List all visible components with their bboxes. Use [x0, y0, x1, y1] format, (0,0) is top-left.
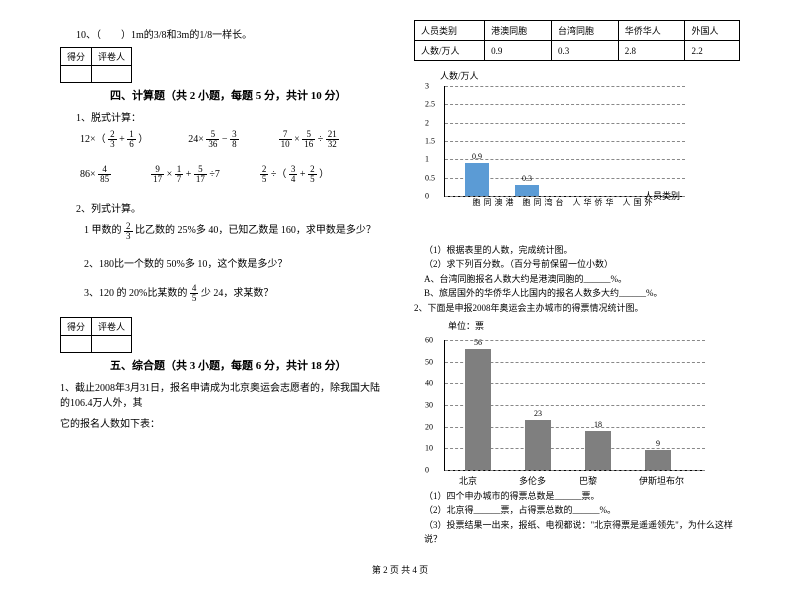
s4-q2-label: 2、列式计算。: [76, 200, 386, 215]
s5-q2: 2、下面是申报2008年奥运会主办城市的得票情况统计图。: [414, 301, 740, 315]
chart2-ytick: 30: [425, 400, 433, 409]
s4-q1-label: 1、脱式计算：: [76, 109, 386, 124]
expr-b: 24× 536 − 38: [188, 130, 238, 149]
chart2-xcat: 巴黎: [579, 474, 597, 487]
section-5-title: 五、综合题（共 3 小题，每题 6 分，共计 18 分）: [110, 357, 386, 373]
chart1-bar: 0.3: [515, 185, 539, 196]
left-column: 10、（ ）1m的3/8和3m的1/8一样长。 得分 评卷人 四、计算题（共 2…: [60, 20, 386, 547]
chart2-ytick: 0: [425, 465, 429, 474]
s5-q1d: （2）求下列百分数。（百分号前保留一位小数）: [424, 257, 740, 271]
expr-row-2: 86× 485 917 × 17 + 517 ÷7 25 ÷（ 34 + 25 …: [80, 165, 386, 184]
grader-label-5: 评卷人: [92, 317, 132, 335]
chart2-ytick: 40: [425, 379, 433, 388]
grader-label: 评卷人: [92, 48, 132, 66]
chart2-ytick: 10: [425, 444, 433, 453]
row-label: 人数/万人: [415, 41, 485, 61]
grader-cell: [92, 66, 132, 83]
chart1-ytick: 2: [425, 118, 429, 127]
chart-2: 010203040506056北京23多伦多18巴黎9伊斯坦布尔: [444, 340, 705, 471]
expr-d: 86× 485: [80, 165, 111, 184]
chart2-ytick: 20: [425, 422, 433, 431]
grader-cell-5: [92, 335, 132, 352]
expr-c: 710 × 516 ÷ 2132: [279, 130, 339, 149]
chart1-xlabel: 人员类别: [644, 189, 680, 202]
chart-1-wrap: 人数/万人 00.511.522.530.9港澳同胞0.3台湾同胞华侨华人外国人…: [444, 69, 740, 197]
v-tw: 0.3: [551, 41, 618, 61]
chart2-bar-value: 18: [585, 420, 611, 429]
chart1-xcat: 华侨华人: [571, 198, 615, 206]
score-cell: [61, 66, 92, 83]
applicant-table: 人员类别 港澳同胞 台湾同胞 华侨华人 外国人 人数/万人 0.9 0.3 2.…: [414, 20, 740, 61]
page-footer: 第 2 页 共 4 页: [60, 563, 740, 576]
expr-f: 25 ÷（ 34 + 25 ）: [260, 165, 329, 184]
chart2-bar: 56: [465, 349, 491, 470]
s5-q1f: B、旅居国外的华侨华人比国内的报名人数多大约______%。: [424, 286, 740, 300]
chart1-ylabel: 人数/万人: [440, 69, 740, 82]
chart2-xcat: 伊斯坦布尔: [639, 474, 684, 487]
expr-a: 12×（ 23 + 16 ）: [80, 130, 148, 149]
s5-q1a: 1、截止2008年3月31日，报名申请成为北京奥运会志愿者的，除我国大陆的106…: [60, 379, 386, 409]
th-fg: 外国人: [685, 21, 740, 41]
chart1-bar-value: 0.9: [465, 152, 489, 161]
th-tw: 台湾同胞: [551, 21, 618, 41]
score-box-5: 得分 评卷人: [60, 317, 132, 353]
chart1-bar: 0.9: [465, 163, 489, 196]
chart2-bar: 18: [585, 431, 611, 470]
chart1-xcat: 台湾同胞: [521, 198, 565, 206]
score-cell-5: [61, 335, 92, 352]
chart1-ytick: 0: [425, 192, 429, 201]
s4-q2c: 3、120 的 20%比某数的 45 少 24，求某数？: [84, 284, 386, 303]
chart1-ytick: 2.5: [425, 100, 435, 109]
chart2-ytick: 60: [425, 335, 433, 344]
s5-q2c: （3）投票结果一出来，报纸、电视都说："北京得票是遥遥领先"，为什么这样说？: [424, 518, 740, 547]
v-oc: 2.8: [618, 41, 685, 61]
score-label-5: 得分: [61, 317, 92, 335]
score-box-4: 得分 评卷人: [60, 47, 132, 83]
right-column: 人员类别 港澳同胞 台湾同胞 华侨华人 外国人 人数/万人 0.9 0.3 2.…: [414, 20, 740, 547]
th-oc: 华侨华人: [618, 21, 685, 41]
score-label: 得分: [61, 48, 92, 66]
chart2-bar-value: 56: [465, 338, 491, 347]
chart1-ytick: 3: [425, 82, 429, 91]
chart-1: 00.511.522.530.9港澳同胞0.3台湾同胞华侨华人外国人: [444, 86, 685, 197]
expr-e: 917 × 17 + 517 ÷7: [151, 165, 220, 184]
expr-row-1: 12×（ 23 + 16 ） 24× 536 − 38 710 × 516 ÷ …: [80, 130, 386, 149]
chart2-bar: 9: [645, 450, 671, 470]
v-fg: 2.2: [685, 41, 740, 61]
s5-q1c: （1）根据表里的人数，完成统计图。: [424, 243, 740, 257]
v-hk: 0.9: [485, 41, 552, 61]
s5-q1b: 它的报名人数如下表：: [60, 415, 386, 430]
chart2-bar-value: 9: [645, 439, 671, 448]
section-4-title: 四、计算题（共 2 小题，每题 5 分，共计 10 分）: [110, 87, 386, 103]
chart2-xcat: 多伦多: [519, 474, 546, 487]
s5-q1e: A、台湾同胞报名人数大约是港澳同胞的______%。: [424, 272, 740, 286]
chart2-xcat: 北京: [459, 474, 477, 487]
th-cat: 人员类别: [415, 21, 485, 41]
chart1-ytick: 1: [425, 155, 429, 164]
chart2-bar: 23: [525, 420, 551, 470]
s4-q2b: 2、180比一个数的 50%多 10，这个数是多少？: [84, 255, 386, 270]
th-hk: 港澳同胞: [485, 21, 552, 41]
question-10: 10、（ ）1m的3/8和3m的1/8一样长。: [76, 26, 386, 41]
s5-q2a: （1）四个申办城市的得票总数是______票。: [424, 489, 740, 503]
chart2-bar-value: 23: [525, 409, 551, 418]
chart1-xcat: 港澳同胞: [471, 198, 515, 206]
chart1-ytick: 0.5: [425, 173, 435, 182]
s5-q2b: （2）北京得______票，占得票总数的______%。: [424, 503, 740, 517]
chart1-bar-value: 0.3: [515, 174, 539, 183]
chart1-ytick: 1.5: [425, 137, 435, 146]
chart2-ytick: 50: [425, 357, 433, 366]
chart2-ylabel: 单位：票: [448, 319, 740, 332]
s4-q2a: 1 甲数的 23 比乙数的 25%多 40，已知乙数是 160，求甲数是多少？: [84, 221, 386, 240]
